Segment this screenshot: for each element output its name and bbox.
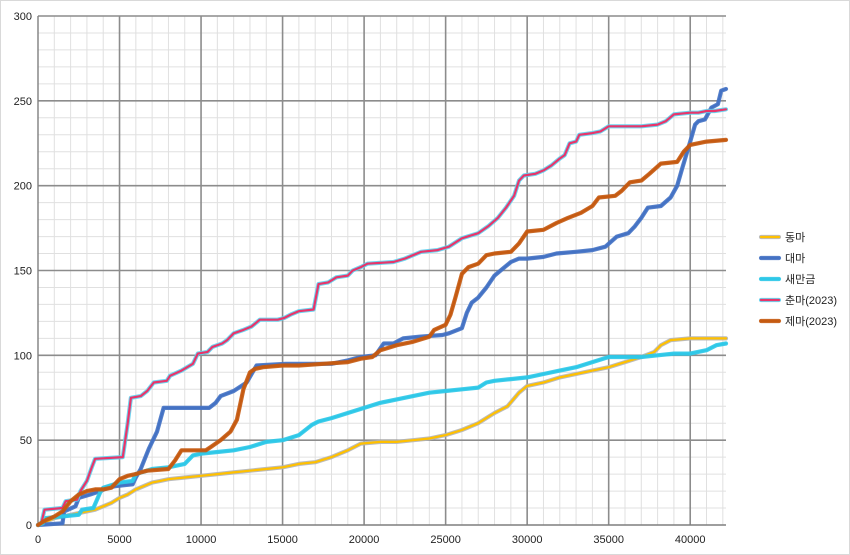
y-tick-label: 0 bbox=[26, 520, 32, 532]
legend-label: 제마(2023) bbox=[785, 315, 837, 328]
legend-item: 제마(2023) bbox=[758, 315, 837, 328]
series-1-line bbox=[36, 337, 728, 527]
x-tick-label: 25000 bbox=[430, 534, 461, 546]
x-tick-label: 35000 bbox=[593, 534, 624, 546]
legend-label: 동마 bbox=[785, 231, 805, 244]
legend-label: 대마 bbox=[785, 252, 805, 265]
y-tick-label: 250 bbox=[14, 96, 32, 108]
series-5-line bbox=[36, 138, 728, 527]
x-tick-labels: 0 5000 10000 15000 20000 25000 30000 35000 40000 bbox=[35, 534, 706, 546]
x-tick-label: 40000 bbox=[675, 534, 706, 546]
y-tick-label: 100 bbox=[14, 350, 32, 362]
x-tick-label: 10000 bbox=[186, 534, 217, 546]
legend-label: 새만금 bbox=[785, 273, 815, 286]
series-3-group bbox=[35, 341, 729, 528]
y-tick-label: 200 bbox=[14, 181, 32, 193]
series-3-line bbox=[36, 342, 728, 527]
y-tick-label: 50 bbox=[20, 435, 32, 447]
y-tick-labels: 0 50 100 150 200 250 300 bbox=[14, 11, 32, 532]
legend-label: 춘마(2023) bbox=[785, 294, 837, 307]
legend-item: 새만금 bbox=[758, 273, 815, 286]
x-tick-label: 15000 bbox=[267, 534, 298, 546]
x-tick-label: 0 bbox=[35, 534, 41, 546]
x-tick-label: 30000 bbox=[512, 534, 543, 546]
legend-item: 동마 bbox=[758, 231, 805, 244]
legend-item: 대마 bbox=[758, 252, 805, 265]
axes bbox=[37, 16, 726, 526]
series-lines bbox=[35, 86, 729, 528]
y-tick-label: 150 bbox=[14, 266, 32, 278]
series-4-line bbox=[36, 108, 728, 527]
y-tick-label: 300 bbox=[14, 11, 32, 23]
legend-item: 춘마(2023) bbox=[758, 294, 837, 307]
series-1-group bbox=[35, 336, 729, 528]
series-4-group bbox=[35, 107, 729, 528]
series-5-group bbox=[35, 137, 729, 528]
x-tick-label: 5000 bbox=[107, 534, 131, 546]
x-tick-label: 20000 bbox=[349, 534, 380, 546]
